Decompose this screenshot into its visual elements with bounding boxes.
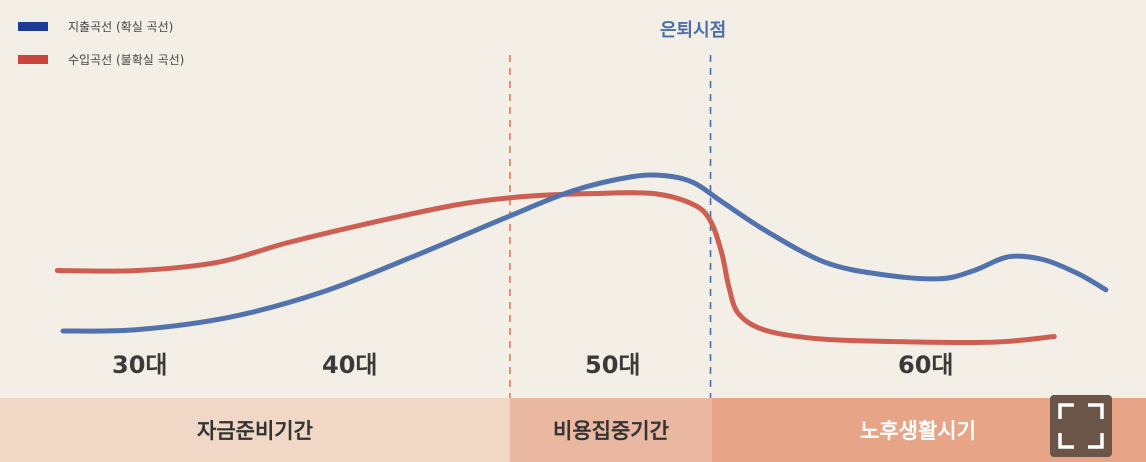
age-label-30s: 30대 xyxy=(112,351,168,379)
fullscreen-icon xyxy=(1058,403,1104,449)
age-label-60s: 60대 xyxy=(898,351,954,379)
legend: 지출곡선 (확실 곡선) 수입곡선 (불확실 곡선) xyxy=(18,16,184,82)
age-label-50s: 50대 xyxy=(585,351,641,379)
legend-label-income: 수입곡선 (불확실 곡선) xyxy=(68,52,185,67)
legend-label-expense: 지출곡선 (확실 곡선) xyxy=(68,19,174,34)
period-label-cost-concentration: 비용집중기간 xyxy=(553,419,669,443)
legend-swatch-expense xyxy=(18,21,48,31)
period-cost-concentration: 비용집중기간 xyxy=(510,398,712,462)
fullscreen-button[interactable] xyxy=(1050,395,1112,457)
period-label-fund-preparation: 자금준비기간 xyxy=(197,419,313,443)
legend-item-income: 수입곡선 (불확실 곡선) xyxy=(18,49,184,69)
period-fund-preparation: 자금준비기간 xyxy=(0,398,510,462)
retirement-point-label: 은퇴시점 xyxy=(660,20,727,41)
age-label-40s: 40대 xyxy=(322,351,378,379)
legend-item-expense: 지출곡선 (확실 곡선) xyxy=(18,16,184,36)
period-label-retirement-life: 노후생활시기 xyxy=(860,419,976,443)
expense-curve-line xyxy=(60,172,1109,334)
income-curve-line xyxy=(54,190,1057,346)
legend-swatch-income xyxy=(18,54,48,64)
